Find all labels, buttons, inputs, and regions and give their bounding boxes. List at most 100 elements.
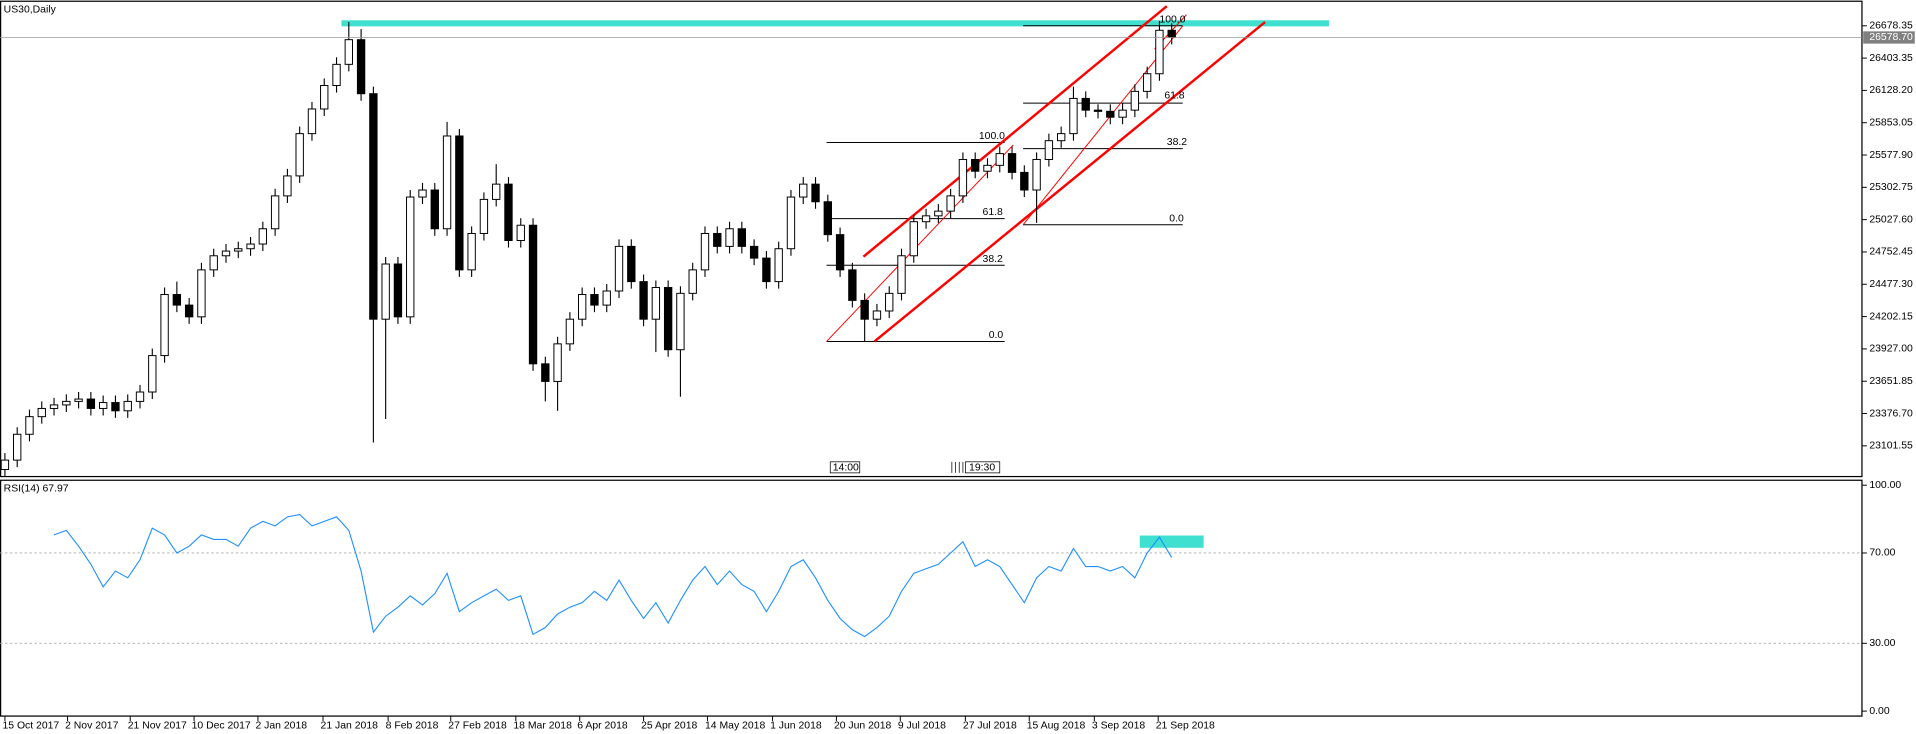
- x-tick-label: 15 Oct 2017: [2, 721, 59, 732]
- event-label: 14:00: [833, 463, 859, 474]
- candle-body: [1020, 171, 1029, 191]
- candle-body: [62, 400, 71, 406]
- candle-body: [467, 232, 476, 271]
- candle-body: [393, 263, 403, 318]
- candle-body: [86, 398, 96, 409]
- candle-body: [504, 183, 513, 241]
- x-tick-label: 3 Sep 2018: [1092, 721, 1146, 732]
- candle-body: [1081, 97, 1090, 111]
- candle-body: [295, 133, 304, 177]
- candle-body: [700, 232, 710, 271]
- candle-body: [320, 84, 329, 110]
- y-tick-label: 23101.55: [1869, 441, 1913, 452]
- candle-body: [590, 294, 599, 306]
- candle-body: [713, 232, 722, 247]
- candle-body: [209, 255, 218, 271]
- candle-body: [332, 63, 341, 86]
- candle-body: [516, 224, 525, 241]
- candle-body: [541, 363, 550, 382]
- y-tick-label: 25577.90: [1869, 150, 1913, 161]
- candle-body: [872, 310, 882, 320]
- candle-body: [418, 189, 427, 198]
- candle-body: [1155, 29, 1164, 75]
- candle-body: [897, 255, 906, 294]
- x-tick-label: 2 Jan 2018: [255, 721, 307, 732]
- candle-body: [197, 269, 206, 318]
- x-tick-label: 21 Jan 2018: [321, 721, 379, 732]
- x-tick-label: 8 Feb 2018: [386, 721, 439, 732]
- candle-body: [688, 269, 697, 294]
- y-tick-label: 26403.35: [1869, 53, 1913, 64]
- candle-body: [369, 93, 378, 320]
- y-tick-label: 23651.85: [1869, 376, 1913, 387]
- candle-body: [479, 198, 489, 234]
- x-tick-label: 10 Dec 2017: [192, 721, 251, 732]
- fib-label: 100.0: [979, 131, 1005, 142]
- candle-body: [49, 404, 59, 409]
- candle-body: [307, 108, 317, 135]
- candle-body: [737, 228, 747, 247]
- candle-body: [1142, 73, 1152, 92]
- candle-body: [135, 391, 145, 402]
- event-label: 19:30: [969, 463, 995, 474]
- event-box: [965, 461, 1001, 474]
- main-panel: [0, 0, 1863, 478]
- rsi-title: RSI(14) 67.97: [4, 484, 69, 495]
- candle-body: [1069, 97, 1078, 135]
- candle-body: [1118, 109, 1127, 118]
- y-tick-label: 25027.60: [1869, 214, 1913, 225]
- last-price-label: 26578.70: [1869, 32, 1913, 43]
- candle-body: [172, 294, 182, 306]
- x-tick-label: 1 Jun 2018: [770, 721, 822, 732]
- candle-body: [848, 269, 857, 301]
- x-tick-label: 20 Jun 2018: [834, 721, 892, 732]
- candle-body: [1106, 110, 1115, 118]
- y-tick-label: 70.00: [1869, 548, 1895, 559]
- candle-body: [799, 183, 808, 198]
- y-tick-label: 25302.75: [1869, 182, 1913, 193]
- candle-body: [602, 290, 611, 306]
- candle-body: [442, 135, 452, 230]
- candle-body: [565, 318, 575, 345]
- candle-body: [909, 221, 918, 257]
- fib-label: 0.0: [989, 330, 1004, 341]
- candle-body: [25, 416, 34, 435]
- x-tick-label: 21 Sep 2018: [1156, 721, 1215, 732]
- fib-label: 38.2: [983, 254, 1003, 265]
- fib-label: 100.0: [1159, 14, 1185, 25]
- drawings: 100.0 61.8 38.2 0.0 100.0 61.8 38.2 0.0 …: [341, 5, 1329, 548]
- candle-body: [995, 153, 1004, 166]
- candle-body: [221, 250, 231, 257]
- x-tick-label: 27 Jul 2018: [963, 721, 1017, 732]
- channel-lower: [873, 21, 1266, 343]
- candle-body: [528, 224, 538, 365]
- x-tick-label: 21 Nov 2017: [128, 721, 187, 732]
- candle-body: [934, 210, 943, 217]
- candle-body: [160, 294, 169, 357]
- candle-body: [344, 39, 353, 65]
- y-tick-label: 24202.15: [1869, 311, 1913, 322]
- candle-body: [492, 183, 501, 200]
- candle-body: [823, 201, 832, 236]
- candle-body: [958, 158, 968, 197]
- candle-body: [811, 183, 820, 203]
- candle-body: [983, 164, 992, 172]
- y-tick-label: 0.00: [1869, 706, 1889, 717]
- y-tick-label: 23927.00: [1869, 344, 1913, 355]
- candle-body: [1056, 133, 1066, 142]
- x-tick-label: 14 May 2018: [705, 721, 765, 732]
- candle-body: [651, 286, 661, 320]
- y-tick-label: 24477.30: [1869, 279, 1913, 290]
- candle-body: [123, 400, 132, 412]
- candle-body: [406, 196, 415, 318]
- candle-body: [246, 243, 255, 250]
- x-tick-label: 27 Feb 2018: [448, 721, 507, 732]
- y-tick-label: 26678.35: [1869, 21, 1913, 32]
- candle-body: [1167, 29, 1176, 38]
- candle-body: [0, 459, 10, 471]
- candle-body: [148, 355, 157, 393]
- candle-body: [921, 215, 931, 223]
